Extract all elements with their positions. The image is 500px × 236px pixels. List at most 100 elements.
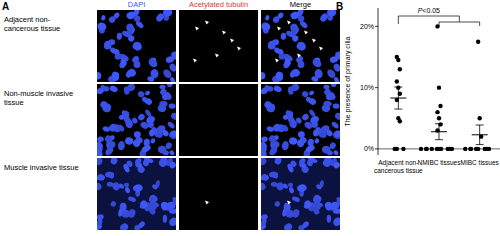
nucleus <box>261 72 266 80</box>
nucleus <box>272 123 283 133</box>
nucleus <box>263 100 273 110</box>
nucleus <box>100 84 109 92</box>
x-tick-label: Adjacent non-cancerous tissue <box>374 159 423 174</box>
plot-area <box>390 24 491 151</box>
nucleus <box>147 57 159 69</box>
nucleus <box>150 138 156 144</box>
nucleus <box>308 109 316 118</box>
data-point <box>396 58 400 62</box>
nucleus <box>307 159 313 166</box>
arrowhead <box>275 59 279 63</box>
nucleus <box>97 21 108 32</box>
nucleus <box>133 61 140 69</box>
nucleus <box>159 101 167 107</box>
row-label-line: cancerous tissue <box>4 24 60 33</box>
nucleus <box>135 135 144 144</box>
nucleus <box>261 182 267 192</box>
nucleus <box>261 72 265 80</box>
nucleus <box>137 220 146 229</box>
nucleus <box>333 149 340 156</box>
nucleus <box>274 158 283 165</box>
nucleus <box>108 15 117 24</box>
nucleus <box>143 159 149 166</box>
image-background <box>261 84 340 156</box>
image-background <box>261 10 340 82</box>
nucleus <box>158 158 168 168</box>
nucleus <box>323 84 329 89</box>
nucleus <box>272 39 279 45</box>
nucleus <box>323 101 331 107</box>
nucleus <box>151 183 158 190</box>
nucleus <box>322 158 332 168</box>
nucleus <box>261 21 272 32</box>
x-tick-label-line: cancerous tissue <box>374 167 423 174</box>
data-point <box>425 147 429 151</box>
nucleus <box>109 85 119 94</box>
nucleus <box>97 213 104 220</box>
arrowhead <box>205 201 209 205</box>
arrowhead <box>195 27 199 31</box>
micrograph <box>261 84 340 156</box>
data-point <box>474 147 478 151</box>
nucleus <box>169 76 176 82</box>
arrowhead <box>287 201 291 205</box>
nucleus <box>97 72 101 80</box>
error-bar <box>394 87 402 109</box>
data-point <box>437 85 441 89</box>
nucleus <box>147 121 155 128</box>
data-point <box>430 147 434 151</box>
nucleus <box>111 71 120 81</box>
nucleus <box>291 34 300 43</box>
data-point <box>398 119 402 123</box>
image-background <box>97 84 176 156</box>
nucleus <box>312 193 323 204</box>
nucleus <box>131 41 141 51</box>
error-bar <box>476 125 484 145</box>
nucleus <box>144 109 152 118</box>
row-label: Non-muscle invasivetissue <box>4 89 73 107</box>
nucleus <box>169 50 176 62</box>
arrowhead <box>230 39 234 43</box>
nucleus <box>117 140 125 150</box>
data-point <box>435 147 439 151</box>
arrowhead <box>193 59 197 63</box>
data-point <box>450 147 454 151</box>
nucleus <box>312 201 322 211</box>
data-point <box>468 147 472 151</box>
nucleus <box>288 186 294 193</box>
nucleus <box>331 84 337 87</box>
nucleus <box>333 103 340 108</box>
y-axis <box>378 8 379 155</box>
nucleus <box>291 30 296 36</box>
nucleus <box>144 97 153 106</box>
nucleus <box>168 216 176 228</box>
nucleus <box>134 131 142 138</box>
nucleus <box>301 112 310 121</box>
y-tick <box>375 148 378 149</box>
nucleus <box>281 140 289 150</box>
arrowhead <box>319 47 323 51</box>
nucleus <box>297 61 304 69</box>
x-tick-label-line: NMIBC tissues <box>418 159 462 166</box>
arrowhead <box>237 47 241 51</box>
nucleus <box>334 112 340 121</box>
micrograph <box>97 84 176 156</box>
data-point <box>424 147 428 151</box>
nucleus <box>132 184 143 193</box>
nucleus <box>331 121 340 130</box>
micrograph <box>97 10 176 82</box>
nucleus <box>332 216 340 228</box>
arrowhead <box>287 21 291 25</box>
data-point <box>463 147 467 151</box>
data-point <box>395 79 399 83</box>
nucleus <box>97 173 106 182</box>
data-point <box>437 116 441 120</box>
nucleus <box>284 203 291 212</box>
nucleus <box>108 123 119 133</box>
nucleus <box>333 50 340 62</box>
nucleus <box>123 111 130 120</box>
nucleus <box>275 71 284 81</box>
nucleus <box>97 144 104 155</box>
nucleus <box>314 138 320 144</box>
nucleus <box>271 140 280 148</box>
